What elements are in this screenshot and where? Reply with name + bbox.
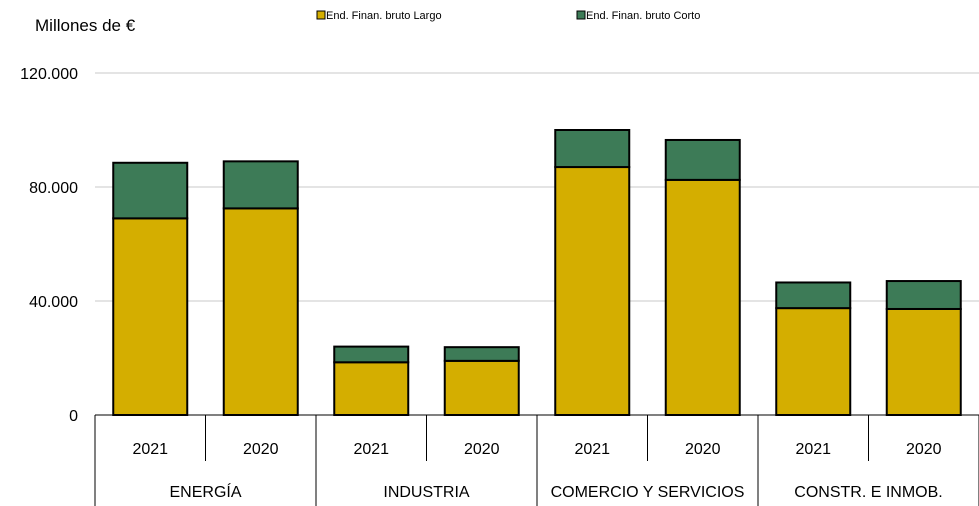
y-axis-tick-labels: 0 40.000 80.000 120.000: [20, 66, 78, 425]
bars: [112, 129, 962, 417]
x-tick-label: 2021: [132, 441, 168, 458]
legend-label-largo: End. Finan. bruto Largo: [326, 10, 442, 22]
x-tick-label: 2021: [795, 441, 831, 458]
x-group-label: CONSTR. E INMOB.: [794, 484, 942, 501]
x-tick-label: 2020: [243, 441, 279, 458]
bar-largo: [554, 166, 631, 416]
bar-corto: [775, 281, 852, 310]
legend-label-corto: End. Finan. bruto Corto: [586, 10, 700, 22]
x-tick-label: 2020: [464, 441, 500, 458]
bar-largo: [775, 307, 852, 416]
y-tick-label: 120.000: [20, 66, 78, 83]
x-axis: 2021 2020 2021 2020 2021 2020 2021 2020 ENERGÍA I…: [94, 414, 979, 506]
x-group-label: COMERCIO Y SERVICIOS: [551, 484, 745, 501]
y-tick-label: 40.000: [29, 294, 78, 311]
x-tick-label: 2021: [574, 441, 610, 458]
bar-corto: [222, 160, 299, 210]
bar-corto: [664, 138, 741, 181]
y-tick-label: 80.000: [29, 180, 78, 197]
bar-largo: [664, 178, 741, 416]
bar-largo: [885, 307, 962, 417]
bar-largo: [112, 217, 189, 416]
x-tick-label: 2021: [353, 441, 389, 458]
bar-largo: [222, 207, 299, 416]
x-group-label: INDUSTRIA: [383, 484, 470, 501]
x-tick-label: 2020: [906, 441, 942, 458]
bar-corto: [554, 129, 631, 169]
bar-corto: [333, 345, 410, 364]
x-tick-label: 2020: [685, 441, 721, 458]
bar-largo: [443, 359, 520, 417]
legend-swatch-corto: [576, 10, 586, 20]
legend-swatch-largo: [316, 10, 326, 20]
bar-corto: [443, 346, 520, 362]
y-tick-label: 0: [69, 408, 78, 425]
bar-corto: [885, 280, 962, 310]
y-axis-unit-label: Millones de €: [35, 16, 136, 35]
legend: End. Finan. bruto Largo End. Finan. brut…: [316, 10, 700, 22]
x-group-label: ENERGÍA: [169, 482, 241, 501]
bar-largo: [333, 361, 410, 416]
bar-corto: [112, 161, 189, 220]
